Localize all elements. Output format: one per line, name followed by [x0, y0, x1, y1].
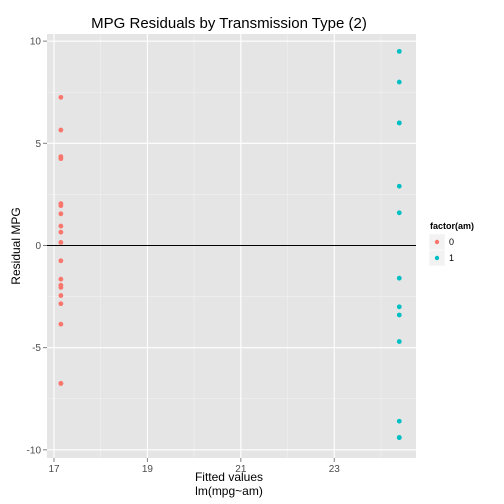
data-point-series-0	[58, 240, 64, 245]
legend-marker-0	[434, 239, 440, 245]
x-axis-ticks: 17 19 21 23	[48, 458, 340, 475]
data-point-series-0	[58, 321, 64, 327]
x-tick-label: 21	[235, 464, 247, 475]
data-point-series-0	[58, 211, 64, 217]
legend-item-0: 0	[428, 233, 454, 251]
x-axis-title: Fitted values	[195, 470, 263, 484]
legend-marker-1	[434, 255, 440, 261]
data-point-series-1	[396, 312, 402, 318]
data-point-series-0	[58, 293, 64, 298]
data-point-series-0	[58, 156, 64, 162]
data-point-series-1	[396, 275, 402, 281]
x-tick-label: 17	[48, 464, 60, 475]
data-point-series-1	[396, 339, 402, 344]
data-point-series-1	[396, 183, 402, 189]
y-axis-ticks: -10 -5 0 5 10	[27, 37, 47, 456]
y-tick-label: -5	[32, 343, 41, 354]
legend-title: factor(am)	[430, 221, 474, 231]
y-axis-title: Residual MPG	[9, 207, 23, 284]
data-point-series-0	[58, 258, 64, 264]
x-tick-label: 19	[142, 464, 154, 475]
data-point-series-0	[58, 284, 64, 290]
data-point-series-1	[396, 435, 402, 440]
data-point-series-1	[396, 304, 402, 310]
chart-title: MPG Residuals by Transmission Type (2)	[91, 15, 367, 32]
x-tick-label: 23	[329, 464, 341, 475]
data-point-series-0	[58, 381, 64, 386]
y-tick-label: -10	[27, 445, 42, 456]
data-point-series-1	[396, 418, 402, 424]
data-point-series-1	[396, 79, 402, 85]
data-point-series-1	[396, 210, 402, 216]
data-point-series-0	[58, 203, 64, 209]
data-point-series-1	[396, 48, 402, 54]
data-point-series-0	[58, 301, 64, 307]
legend-item-1: 1	[428, 249, 454, 267]
data-point-series-0	[58, 94, 64, 100]
data-point-series-0	[58, 276, 64, 282]
x-axis-subtitle: lm(mpg~am)	[195, 484, 263, 498]
data-point-series-0	[58, 229, 64, 235]
legend-label-0: 0	[449, 237, 454, 247]
legend: factor(am) 0 1	[428, 221, 474, 267]
data-points	[58, 48, 402, 440]
data-point-series-0	[58, 223, 64, 229]
y-tick-label: 10	[30, 37, 42, 48]
legend-label-1: 1	[449, 253, 454, 263]
data-point-series-0	[58, 127, 64, 133]
y-tick-label: 5	[35, 139, 41, 150]
data-point-series-1	[396, 120, 402, 126]
y-tick-label: 0	[35, 241, 41, 252]
